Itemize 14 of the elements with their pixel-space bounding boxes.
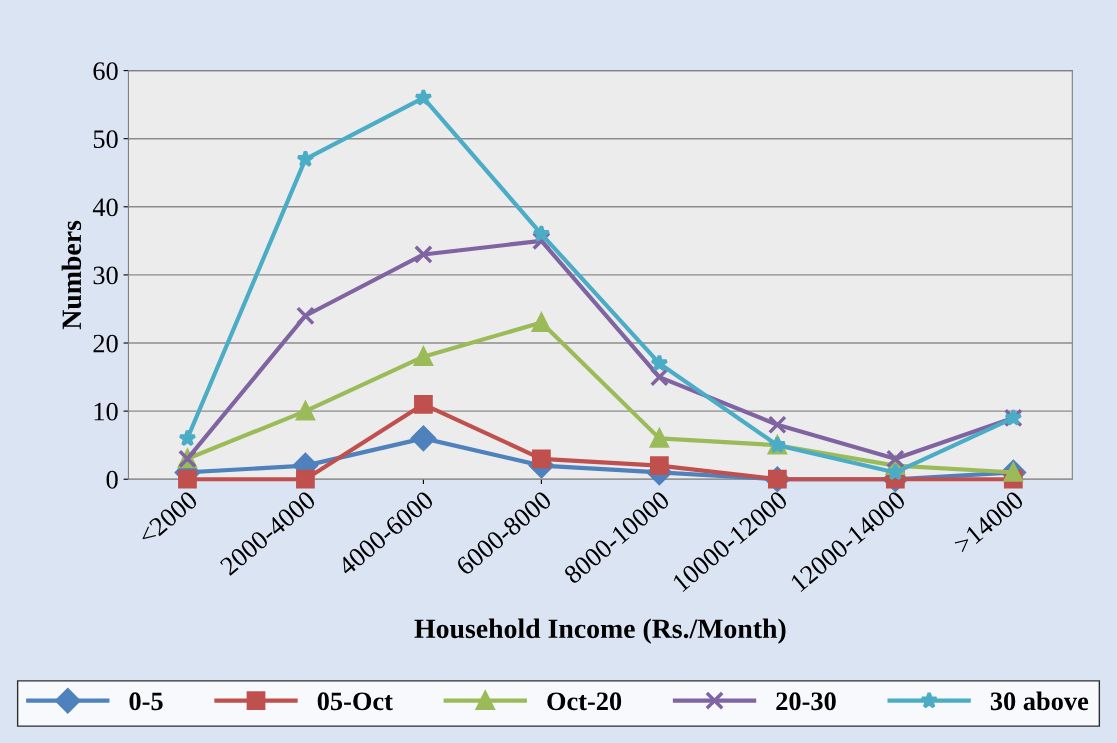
legend-label: 0-5 xyxy=(129,692,163,711)
y-tick-label: 0 xyxy=(106,470,118,489)
legend-label: Oct-20 xyxy=(547,692,622,711)
x-axis-title: Household Income (Rs./Month) xyxy=(414,618,786,644)
y-tick-label: 10 xyxy=(94,402,118,421)
legend-label: 30 above xyxy=(990,691,1089,711)
y-tick-label: 20 xyxy=(93,334,118,353)
legend-label: 20-30 xyxy=(776,692,836,711)
y-tick-label: 60 xyxy=(93,62,118,80)
y-tick-label: 50 xyxy=(93,130,118,149)
y-tick-label: 40 xyxy=(92,198,118,217)
y-axis-title: Numbers xyxy=(61,220,82,330)
y-tick-label: 30 xyxy=(93,266,118,285)
legend-label: 05-Oct xyxy=(317,692,393,711)
